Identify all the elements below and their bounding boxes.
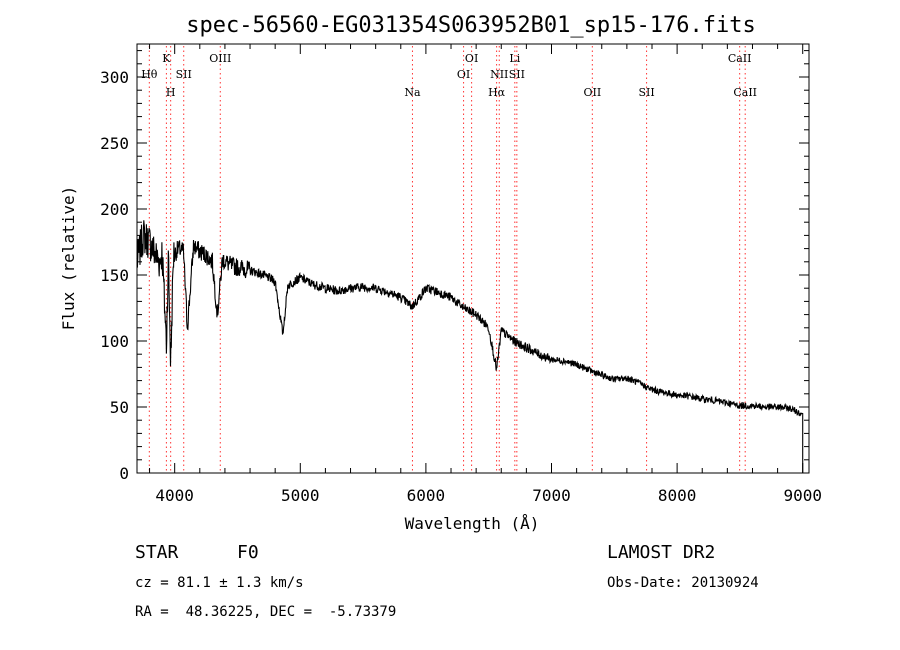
marker-label-oi: OI — [465, 52, 478, 65]
marker-label-hθ: Hθ — [141, 68, 158, 81]
spectrum-series-line — [136, 220, 804, 473]
marker-label-oiii: OIII — [209, 52, 231, 65]
y-axis-label: Flux (relative) — [59, 186, 78, 331]
marker-label-caii: CaII — [728, 52, 752, 65]
x-tick-label: 9000 — [783, 486, 822, 505]
y-tick-label: 100 — [100, 332, 129, 351]
marker-label-k: K — [162, 52, 171, 65]
object-class: STAR — [135, 542, 179, 563]
plot-frame — [136, 43, 810, 474]
marker-label-oi: OI — [457, 68, 470, 81]
x-tick-label: 6000 — [407, 486, 446, 505]
redshift-velocity: cz = 81.1 ± 1.3 km/s — [135, 575, 304, 591]
y-tick-label: 200 — [100, 200, 129, 219]
marker-label-sii: SII — [638, 86, 654, 99]
object-subclass: F0 — [237, 542, 259, 563]
x-tick-label: 7000 — [532, 486, 571, 505]
x-tick-label: 5000 — [281, 486, 320, 505]
marker-label-sii: SII — [509, 68, 525, 81]
emission-line-markers — [148, 46, 746, 473]
y-tick-label: 0 — [119, 464, 129, 483]
marker-label-h: H — [166, 86, 176, 99]
x-axis-ticks: 4000 5000 6000 7000 8000 9000 — [149, 44, 822, 505]
observation-date: Obs-Date: 20130924 — [607, 575, 759, 591]
marker-label-na: Na — [404, 86, 421, 99]
marker-label-hα: Hα — [488, 86, 506, 99]
marker-label-nii: NII — [490, 68, 508, 81]
chart-title: spec-56560-EG031354S063952B01_sp15-176.f… — [186, 13, 756, 38]
marker-label-caii: CaII — [733, 86, 757, 99]
y-tick-label: 250 — [100, 134, 129, 153]
survey-name: LAMOST DR2 — [607, 542, 716, 563]
y-tick-label: 300 — [100, 68, 129, 87]
marker-label-oii: OII — [583, 86, 601, 99]
y-tick-label: 50 — [110, 398, 129, 417]
marker-label-li: Li — [509, 52, 520, 65]
x-tick-label: 8000 — [658, 486, 697, 505]
ra-dec-coordinates: RA = 48.36225, DEC = -5.73379 — [135, 604, 397, 620]
x-axis-label: Wavelength (Å) — [405, 514, 540, 533]
y-axis-ticks: 0 50 100 150 200 250 300 — [100, 50, 809, 483]
marker-label-sii: SII — [176, 68, 192, 81]
y-tick-label: 150 — [100, 266, 129, 285]
x-tick-label: 4000 — [155, 486, 194, 505]
